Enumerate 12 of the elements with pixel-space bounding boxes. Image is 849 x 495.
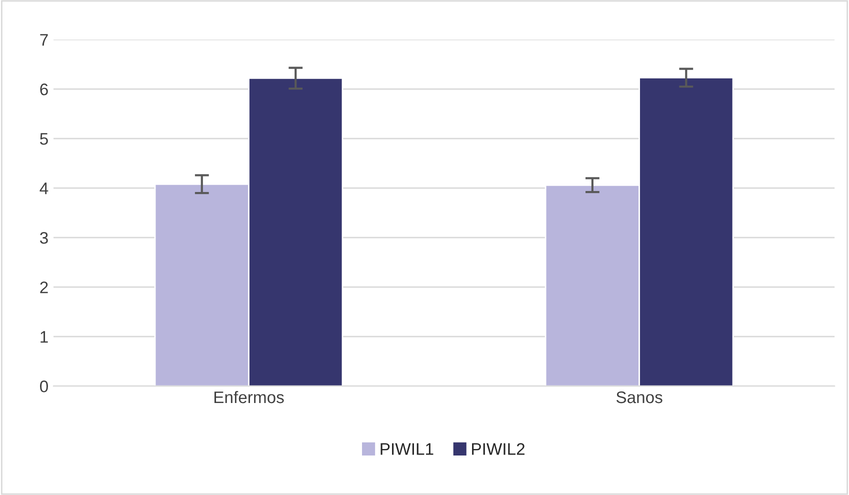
y-tick-label: 6 [40,84,48,96]
y-tick-label: 5 [40,133,48,145]
y-tick-label: 2 [40,282,48,294]
x-tick-label: Sanos [616,391,662,404]
x-tick-label: Enfermos [214,390,284,404]
y-tick-label: 1 [40,331,48,343]
y-tick-label: 0 [40,380,48,392]
legend-label: PIWIL2 [472,443,525,455]
y-tick-label: 4 [40,182,48,194]
y-tick-label: 7 [40,34,48,46]
legend-label: PIWIL1 [380,443,434,455]
y-tick-label: 3 [40,232,48,244]
